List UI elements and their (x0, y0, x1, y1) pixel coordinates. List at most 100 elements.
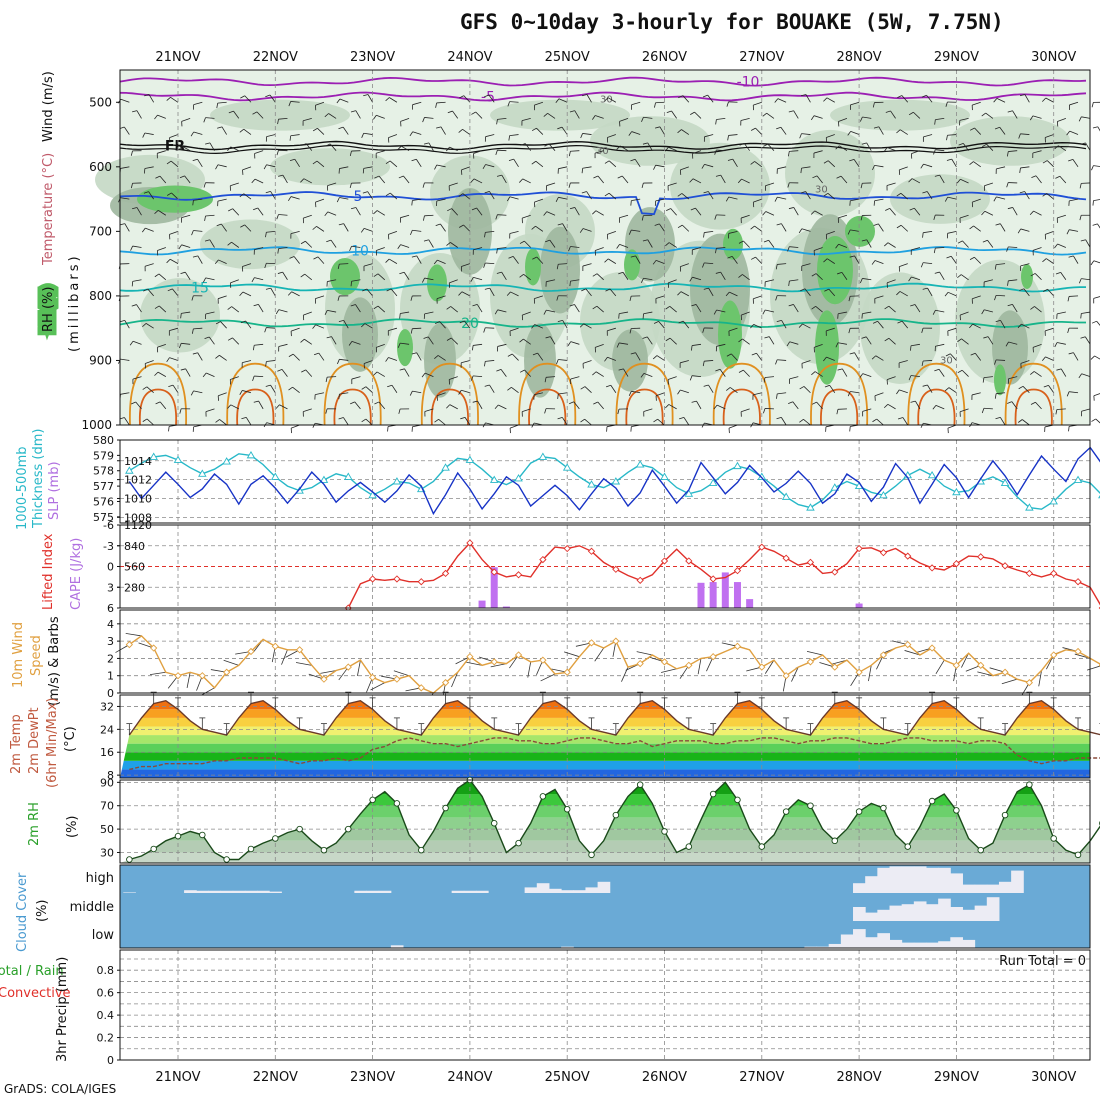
wind-barb-flag (215, 164, 219, 170)
wind-barb-flag (994, 126, 1000, 130)
upper-temp-label: Temperature (°C) (41, 153, 56, 266)
wind-barb-flag (860, 183, 863, 189)
wind-barb-flag (1029, 210, 1034, 215)
rh2m-line-marker (126, 856, 133, 863)
wind-barb (497, 247, 507, 249)
wind-barb (1056, 408, 1066, 410)
wind-barb-flag (484, 361, 486, 367)
wind-barb-flag (531, 225, 536, 230)
wind-barb (488, 94, 495, 103)
warm-contour (615, 362, 674, 426)
lifted-index-line-marker (928, 564, 936, 572)
wind-barb (987, 336, 994, 345)
wind10-barb (223, 659, 239, 666)
wind-barb (743, 240, 750, 248)
wind10-barb (186, 672, 191, 689)
wind-barb (270, 384, 276, 393)
rh2m-line-marker (1050, 835, 1057, 842)
wind-barb (655, 295, 665, 299)
wind-barb (535, 160, 544, 168)
wind-barb-flag (1091, 320, 1097, 324)
wind-barb (390, 288, 398, 297)
wind-barb (659, 126, 665, 135)
rh-layer-mid (950, 116, 1070, 166)
wind-barb (562, 223, 568, 232)
wind-barb (1047, 288, 1054, 297)
wind-barb (355, 304, 361, 313)
upper-frame (119, 69, 1091, 426)
wind10-line-marker (879, 651, 888, 659)
wind-barb (619, 118, 629, 122)
wind-barb (793, 207, 799, 216)
wind-barb-flag (458, 224, 464, 228)
wind-barb-flag (944, 292, 949, 297)
wind-barb (561, 126, 568, 135)
cloud-bar-high (974, 884, 988, 893)
wind-barb (230, 404, 239, 410)
wind-barb-flag (325, 143, 331, 147)
wind-barb-flag (312, 226, 317, 230)
wind10-line-marker (1074, 647, 1082, 656)
wind-barb (124, 223, 130, 232)
cloud-bar-high (196, 890, 209, 893)
wind-barb (996, 359, 1006, 361)
wind-barb (427, 336, 434, 345)
wind-barb (631, 229, 641, 232)
wind-barb (595, 343, 604, 348)
wind-barb (281, 369, 288, 377)
wind10-line-marker (271, 642, 279, 650)
wind-barb (132, 376, 142, 380)
wind-barb-flag (423, 215, 425, 221)
wind-barb (205, 408, 215, 412)
wind-barb (1095, 418, 1100, 424)
wind-barb-flag (993, 196, 997, 202)
rh2m-line-marker (928, 797, 936, 805)
wind-barb-flag (569, 401, 574, 405)
wind-barb (668, 242, 677, 248)
x-tick-label-bottom: 29NOV (934, 1070, 979, 1085)
rh-layer-mid (590, 116, 710, 166)
wind-barb (939, 271, 945, 280)
wind-barb-flag (921, 327, 924, 334)
wind10-barb (636, 651, 653, 656)
wind-barb (696, 400, 702, 410)
cloud-bar-high (366, 890, 380, 893)
wind-barb-flag (859, 116, 863, 122)
wind-barb (254, 343, 264, 346)
wind-barb (999, 223, 1006, 232)
wind-barb (887, 147, 896, 152)
wind-barb-flag (496, 368, 502, 372)
wind-barb-flag (922, 384, 928, 387)
wind-barb (1057, 118, 1066, 122)
wind-barb-flag (908, 375, 912, 381)
cloud-bar-high (573, 890, 586, 893)
wind-barb-flag (994, 264, 997, 270)
wind-barb-flag (908, 276, 912, 282)
wind-barb-flag (178, 343, 182, 349)
wind-barb (403, 272, 410, 280)
wind-barb (355, 207, 361, 216)
wind-barb-flag (385, 192, 391, 197)
wind-barb (850, 130, 860, 135)
wind-barb-flag (592, 115, 596, 120)
wind-barb-flag (227, 404, 232, 409)
wind-barb (171, 192, 179, 200)
wind-barb (927, 384, 933, 393)
wind-barb (732, 158, 738, 168)
wind-barb-flag (775, 359, 778, 365)
isotherm-label: 10 (351, 244, 369, 260)
wind10-line-marker (150, 644, 158, 652)
wind-barb-flag (703, 287, 709, 290)
wind-barb (439, 321, 446, 329)
cloud-bar-high (913, 866, 927, 893)
wind-barb-flag (776, 126, 782, 130)
wind-barb (378, 401, 386, 410)
wind-barb-flag (690, 111, 695, 115)
wind-barb (169, 258, 179, 264)
wind-barb (1093, 393, 1100, 397)
wind-barb (716, 343, 726, 347)
wind-barb-flag (579, 323, 584, 328)
wind-barb (886, 279, 896, 284)
thickness-line-marker (489, 475, 499, 483)
wind-barb (681, 193, 690, 200)
